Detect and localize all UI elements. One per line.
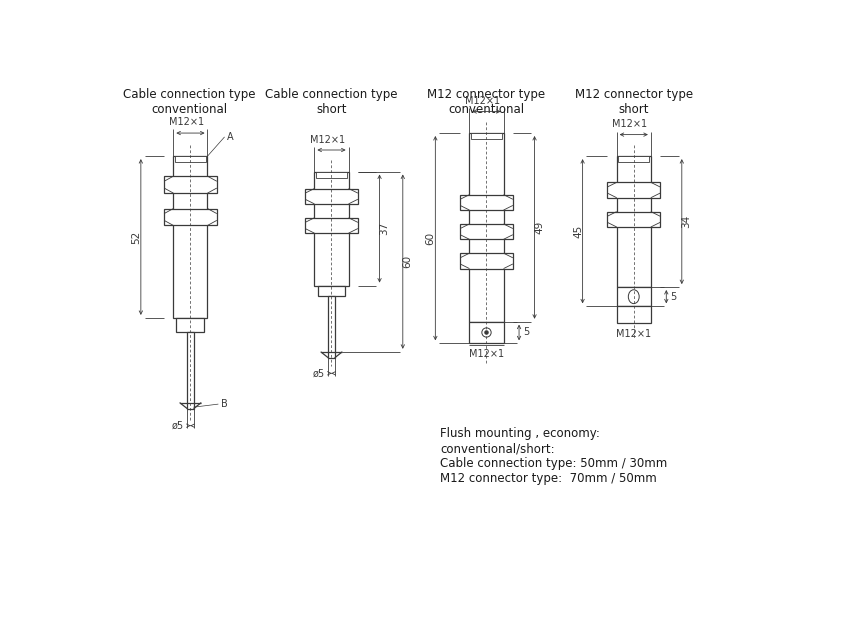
Text: M12×1: M12×1 xyxy=(468,349,503,359)
Text: B: B xyxy=(220,399,227,409)
Circle shape xyxy=(485,331,487,334)
Bar xyxy=(606,212,659,227)
Text: 34: 34 xyxy=(681,215,691,228)
Bar xyxy=(328,296,334,358)
Bar xyxy=(616,306,650,323)
Bar xyxy=(460,195,513,210)
Text: 37: 37 xyxy=(379,222,389,235)
Text: Cable connection type
short: Cable connection type short xyxy=(265,88,397,117)
Text: M12 connector type
short: M12 connector type short xyxy=(574,88,692,117)
Text: A: A xyxy=(227,132,233,142)
Text: ø5: ø5 xyxy=(312,368,324,378)
Text: 5: 5 xyxy=(670,292,676,302)
Text: M12 connector type
conventional: M12 connector type conventional xyxy=(427,88,545,117)
Bar xyxy=(460,253,513,269)
Bar xyxy=(317,285,345,296)
Bar xyxy=(175,156,206,162)
Text: M12×1: M12×1 xyxy=(612,119,647,129)
Bar xyxy=(618,156,648,162)
Text: 45: 45 xyxy=(572,224,583,238)
Bar xyxy=(187,332,194,409)
Text: 52: 52 xyxy=(131,230,141,243)
Bar xyxy=(460,224,513,239)
Text: Flush mounting , economy:
conventional/short:
Cable connection type: 50mm / 30mm: Flush mounting , economy: conventional/s… xyxy=(439,427,666,485)
Text: 60: 60 xyxy=(402,255,412,268)
Bar xyxy=(173,156,207,318)
Bar xyxy=(606,183,659,198)
Text: M12×1: M12×1 xyxy=(310,134,345,145)
Bar xyxy=(469,321,503,343)
Text: 49: 49 xyxy=(534,221,543,234)
Text: 60: 60 xyxy=(425,231,435,245)
Bar xyxy=(164,209,217,226)
Bar xyxy=(305,188,357,204)
Text: ø5: ø5 xyxy=(171,421,183,430)
Text: Cable connection type
conventional: Cable connection type conventional xyxy=(124,88,256,117)
Bar xyxy=(471,133,502,139)
Text: M12×1: M12×1 xyxy=(169,117,204,127)
Bar xyxy=(177,318,204,332)
Bar xyxy=(305,217,357,233)
Ellipse shape xyxy=(628,290,638,304)
Bar xyxy=(469,133,503,321)
Bar xyxy=(314,172,348,285)
Bar xyxy=(616,156,650,287)
Bar xyxy=(616,287,650,306)
Text: M12×1: M12×1 xyxy=(616,330,651,339)
Bar xyxy=(164,176,217,193)
Text: 5: 5 xyxy=(522,328,529,337)
Text: M12×1: M12×1 xyxy=(465,96,500,106)
Bar xyxy=(316,172,346,178)
